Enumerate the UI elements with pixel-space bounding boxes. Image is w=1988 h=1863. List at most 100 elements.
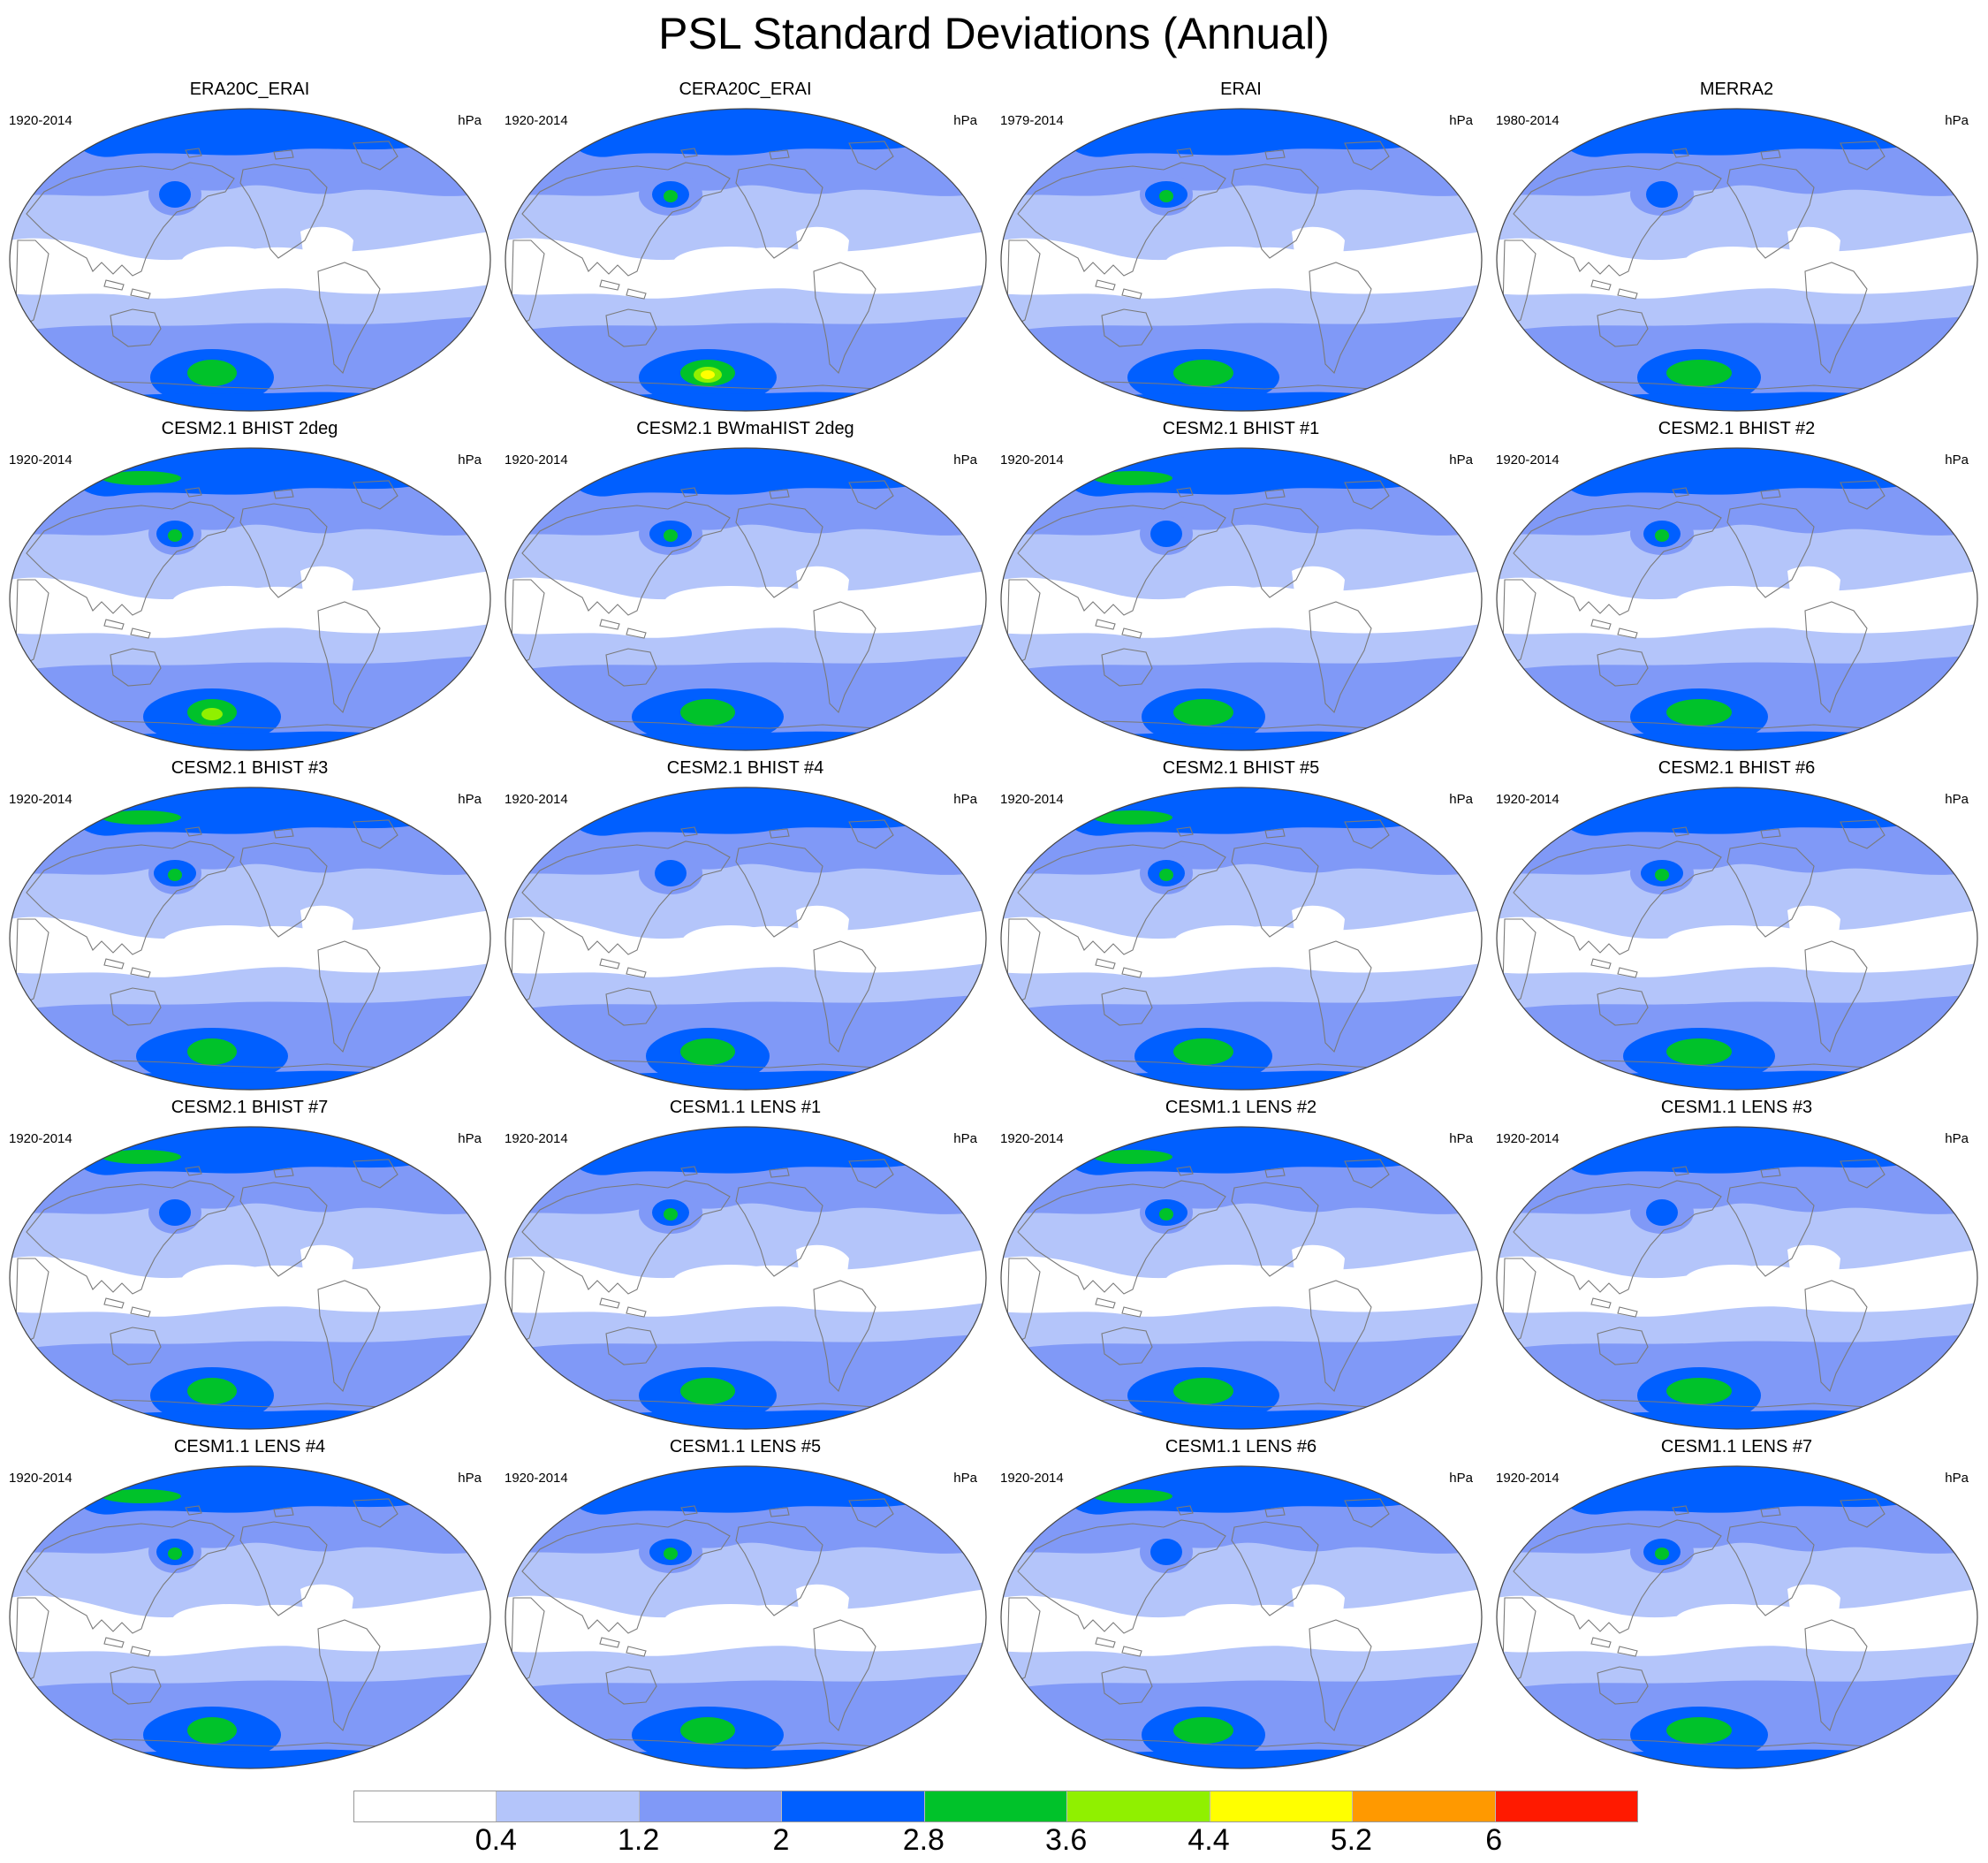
panel-years: 1920-2014 — [9, 792, 72, 807]
panel-title: CESM1.1 LENS #4 — [173, 1437, 326, 1456]
panel-years: 1920-2014 — [1496, 1131, 1559, 1146]
panel-years: 1920-2014 — [1000, 792, 1064, 807]
panel-units: hPa — [1449, 113, 1473, 128]
panel-title: CESM1.1 LENS #2 — [1165, 1098, 1317, 1117]
world-map — [1496, 447, 1978, 751]
panel-years: 1920-2014 — [9, 1131, 72, 1146]
world-map — [505, 447, 987, 751]
colorbar-swatch-3 — [781, 1791, 924, 1821]
world-map — [1000, 447, 1483, 751]
colorbar-label: 3.6 — [1045, 1823, 1088, 1857]
world-map — [1496, 787, 1978, 1091]
world-map — [9, 447, 491, 751]
panel-title: CERA20C_ERAI — [679, 80, 812, 99]
colorbar-swatch-0 — [354, 1791, 497, 1821]
panel-years: 1920-2014 — [505, 1471, 568, 1486]
panel-units: hPa — [1945, 1131, 1969, 1146]
panel-title: MERRA2 — [1699, 80, 1774, 99]
panel-title: CESM2.1 BWmaHIST 2deg — [636, 419, 854, 438]
panel-years: 1920-2014 — [1000, 1131, 1064, 1146]
panel-title: CESM1.1 LENS #7 — [1660, 1437, 1813, 1456]
panel-units: hPa — [1449, 1471, 1473, 1486]
map-panel-13: CESM2.1 BHIST #7 1920-2014 hPa — [2, 1096, 497, 1435]
panel-years: 1920-2014 — [9, 113, 72, 128]
map-panel-11: CESM2.1 BHIST #5 1920-2014 hPa — [993, 757, 1489, 1096]
panel-units: hPa — [1449, 1131, 1473, 1146]
colorbar-swatch-2 — [638, 1791, 782, 1821]
panel-years: 1979-2014 — [1000, 113, 1064, 128]
world-map — [1000, 108, 1483, 412]
colorbar-swatch-1 — [496, 1791, 639, 1821]
map-panel-17: CESM1.1 LENS #4 1920-2014 hPa — [2, 1435, 497, 1775]
world-map — [505, 787, 987, 1091]
panel-title: ERA20C_ERAI — [189, 80, 310, 99]
map-panel-19: CESM1.1 LENS #6 1920-2014 hPa — [993, 1435, 1489, 1775]
panel-years: 1920-2014 — [505, 113, 568, 128]
colorbar-label: 1.2 — [618, 1823, 660, 1857]
map-panel-6: CESM2.1 BWmaHIST 2deg 1920-2014 hPa — [497, 417, 993, 757]
panel-years: 1920-2014 — [9, 452, 72, 468]
map-panel-4: MERRA2 1980-2014 hPa — [1489, 78, 1984, 417]
panel-units: hPa — [458, 1471, 482, 1486]
panel-units: hPa — [1945, 792, 1969, 807]
map-panel-3: ERAI 1979-2014 hPa — [993, 78, 1489, 417]
panel-title: CESM1.1 LENS #3 — [1660, 1098, 1813, 1117]
colorbar-label: 2 — [772, 1823, 790, 1857]
panel-years: 1920-2014 — [505, 1131, 568, 1146]
map-panel-8: CESM2.1 BHIST #2 1920-2014 hPa — [1489, 417, 1984, 757]
colorbar-swatch-8 — [1494, 1791, 1637, 1821]
panel-units: hPa — [1449, 792, 1473, 807]
colorbar-label: 4.4 — [1187, 1823, 1230, 1857]
world-map — [1496, 108, 1978, 412]
world-map — [9, 1126, 491, 1430]
panel-units: hPa — [458, 1131, 482, 1146]
colorbar-swatch-6 — [1209, 1791, 1353, 1821]
panel-title: CESM1.1 LENS #5 — [669, 1437, 822, 1456]
panel-years: 1920-2014 — [1496, 1471, 1559, 1486]
panel-units: hPa — [458, 452, 482, 468]
panel-title: CESM1.1 LENS #6 — [1165, 1437, 1317, 1456]
map-panel-16: CESM1.1 LENS #3 1920-2014 hPa — [1489, 1096, 1984, 1435]
panel-units: hPa — [1449, 452, 1473, 468]
panel-title: CESM2.1 BHIST #4 — [666, 758, 824, 778]
map-panel-7: CESM2.1 BHIST #1 1920-2014 hPa — [993, 417, 1489, 757]
panel-units: hPa — [1945, 113, 1969, 128]
panel-title: CESM2.1 BHIST #2 — [1658, 419, 1816, 438]
map-panel-9: CESM2.1 BHIST #3 1920-2014 hPa — [2, 757, 497, 1096]
panel-years: 1920-2014 — [1000, 452, 1064, 468]
panel-title: CESM2.1 BHIST #7 — [171, 1098, 329, 1117]
colorbar-label: 5.2 — [1330, 1823, 1372, 1857]
panel-units: hPa — [953, 1471, 977, 1486]
panel-years: 1920-2014 — [1496, 452, 1559, 468]
panel-units: hPa — [1945, 1471, 1969, 1486]
colorbar-labels: 0.4 1.2 2 2.8 3.6 4.4 5.2 6 — [353, 1822, 1636, 1858]
panel-units: hPa — [458, 792, 482, 807]
panel-title: CESM2.1 BHIST #5 — [1162, 758, 1320, 778]
world-map — [9, 787, 491, 1091]
panel-years: 1920-2014 — [1000, 1471, 1064, 1486]
panel-units: hPa — [953, 792, 977, 807]
map-panel-2: CERA20C_ERAI 1920-2014 hPa — [497, 78, 993, 417]
map-panel-15: CESM1.1 LENS #2 1920-2014 hPa — [993, 1096, 1489, 1435]
panel-units: hPa — [953, 452, 977, 468]
world-map — [505, 1126, 987, 1430]
panel-years: 1920-2014 — [9, 1471, 72, 1486]
panel-units: hPa — [953, 1131, 977, 1146]
map-panel-1: ERA20C_ERAI 1920-2014 hPa — [2, 78, 497, 417]
map-panel-5: CESM2.1 BHIST 2deg 1920-2014 hPa — [2, 417, 497, 757]
panel-title: CESM2.1 BHIST 2deg — [161, 419, 338, 438]
world-map — [505, 1465, 987, 1769]
world-map — [9, 108, 491, 412]
panel-years: 1920-2014 — [1496, 792, 1559, 807]
colorbar-swatch-4 — [923, 1791, 1067, 1821]
figure-title: PSL Standard Deviations (Annual) — [658, 9, 1330, 58]
colorbar-swatch-7 — [1352, 1791, 1495, 1821]
panel-title: CESM1.1 LENS #1 — [669, 1098, 822, 1117]
map-panel-18: CESM1.1 LENS #5 1920-2014 hPa — [497, 1435, 993, 1775]
panel-years: 1920-2014 — [505, 452, 568, 468]
world-map — [1000, 1126, 1483, 1430]
panel-years: 1980-2014 — [1496, 113, 1559, 128]
map-panel-20: CESM1.1 LENS #7 1920-2014 hPa — [1489, 1435, 1984, 1775]
world-map — [1000, 1465, 1483, 1769]
map-panel-14: CESM1.1 LENS #1 1920-2014 hPa — [497, 1096, 993, 1435]
